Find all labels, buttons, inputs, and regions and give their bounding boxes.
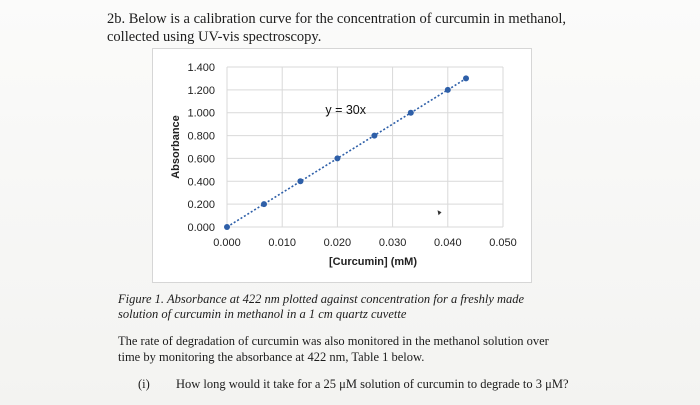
data-point [334, 155, 341, 162]
data-point [371, 132, 378, 139]
figure-caption: Figure 1. Absorbance at 422 nm plotted a… [118, 292, 525, 321]
y-axis-title: Absorbance [170, 115, 182, 179]
y-tick-label: 0.000 [187, 222, 215, 234]
question-title: 2b. Below is a calibration curve for the… [107, 11, 567, 45]
data-point [463, 75, 470, 82]
data-point [224, 224, 230, 230]
x-tick-label: 0.050 [489, 237, 517, 249]
x-axis-title: [Curcumin] (mM) [329, 256, 417, 268]
data-point [297, 178, 304, 185]
x-tick-label: 0.010 [268, 237, 296, 249]
x-tick-label: 0.030 [379, 237, 407, 249]
sub-question-text: How long would it take for a 25 μM solut… [176, 377, 569, 391]
calibration-chart: 0.000 0.200 0.400 0.600 0.800 1.000 1.200 1.400… [152, 48, 532, 283]
y-tick-label: 1.000 [187, 108, 215, 120]
y-tick-label: 0.400 [187, 176, 215, 188]
data-point [407, 109, 414, 116]
y-tick-label: 0.200 [187, 199, 215, 211]
x-tick-label: 0.020 [324, 237, 352, 249]
x-tick-label: 0.040 [434, 237, 462, 249]
degradation-paragraph: The rate of degradation of curcumin was … [118, 334, 549, 364]
y-tick-label: 0.600 [187, 153, 215, 165]
data-point [260, 201, 267, 208]
sub-question-number: (i) [138, 377, 150, 391]
chart-svg: 0.000 0.200 0.400 0.600 0.800 1.000 1.200 1.400… [170, 62, 517, 268]
y-tick-label: 1.200 [187, 85, 215, 97]
x-tick-label: 0.000 [213, 237, 241, 249]
y-tick-label: 0.800 [187, 131, 215, 143]
trendline [226, 77, 467, 228]
y-tick-label: 1.400 [187, 62, 215, 74]
trendline-equation: y = 30x [325, 103, 366, 117]
stray-mark [437, 210, 442, 216]
data-point [444, 86, 451, 93]
